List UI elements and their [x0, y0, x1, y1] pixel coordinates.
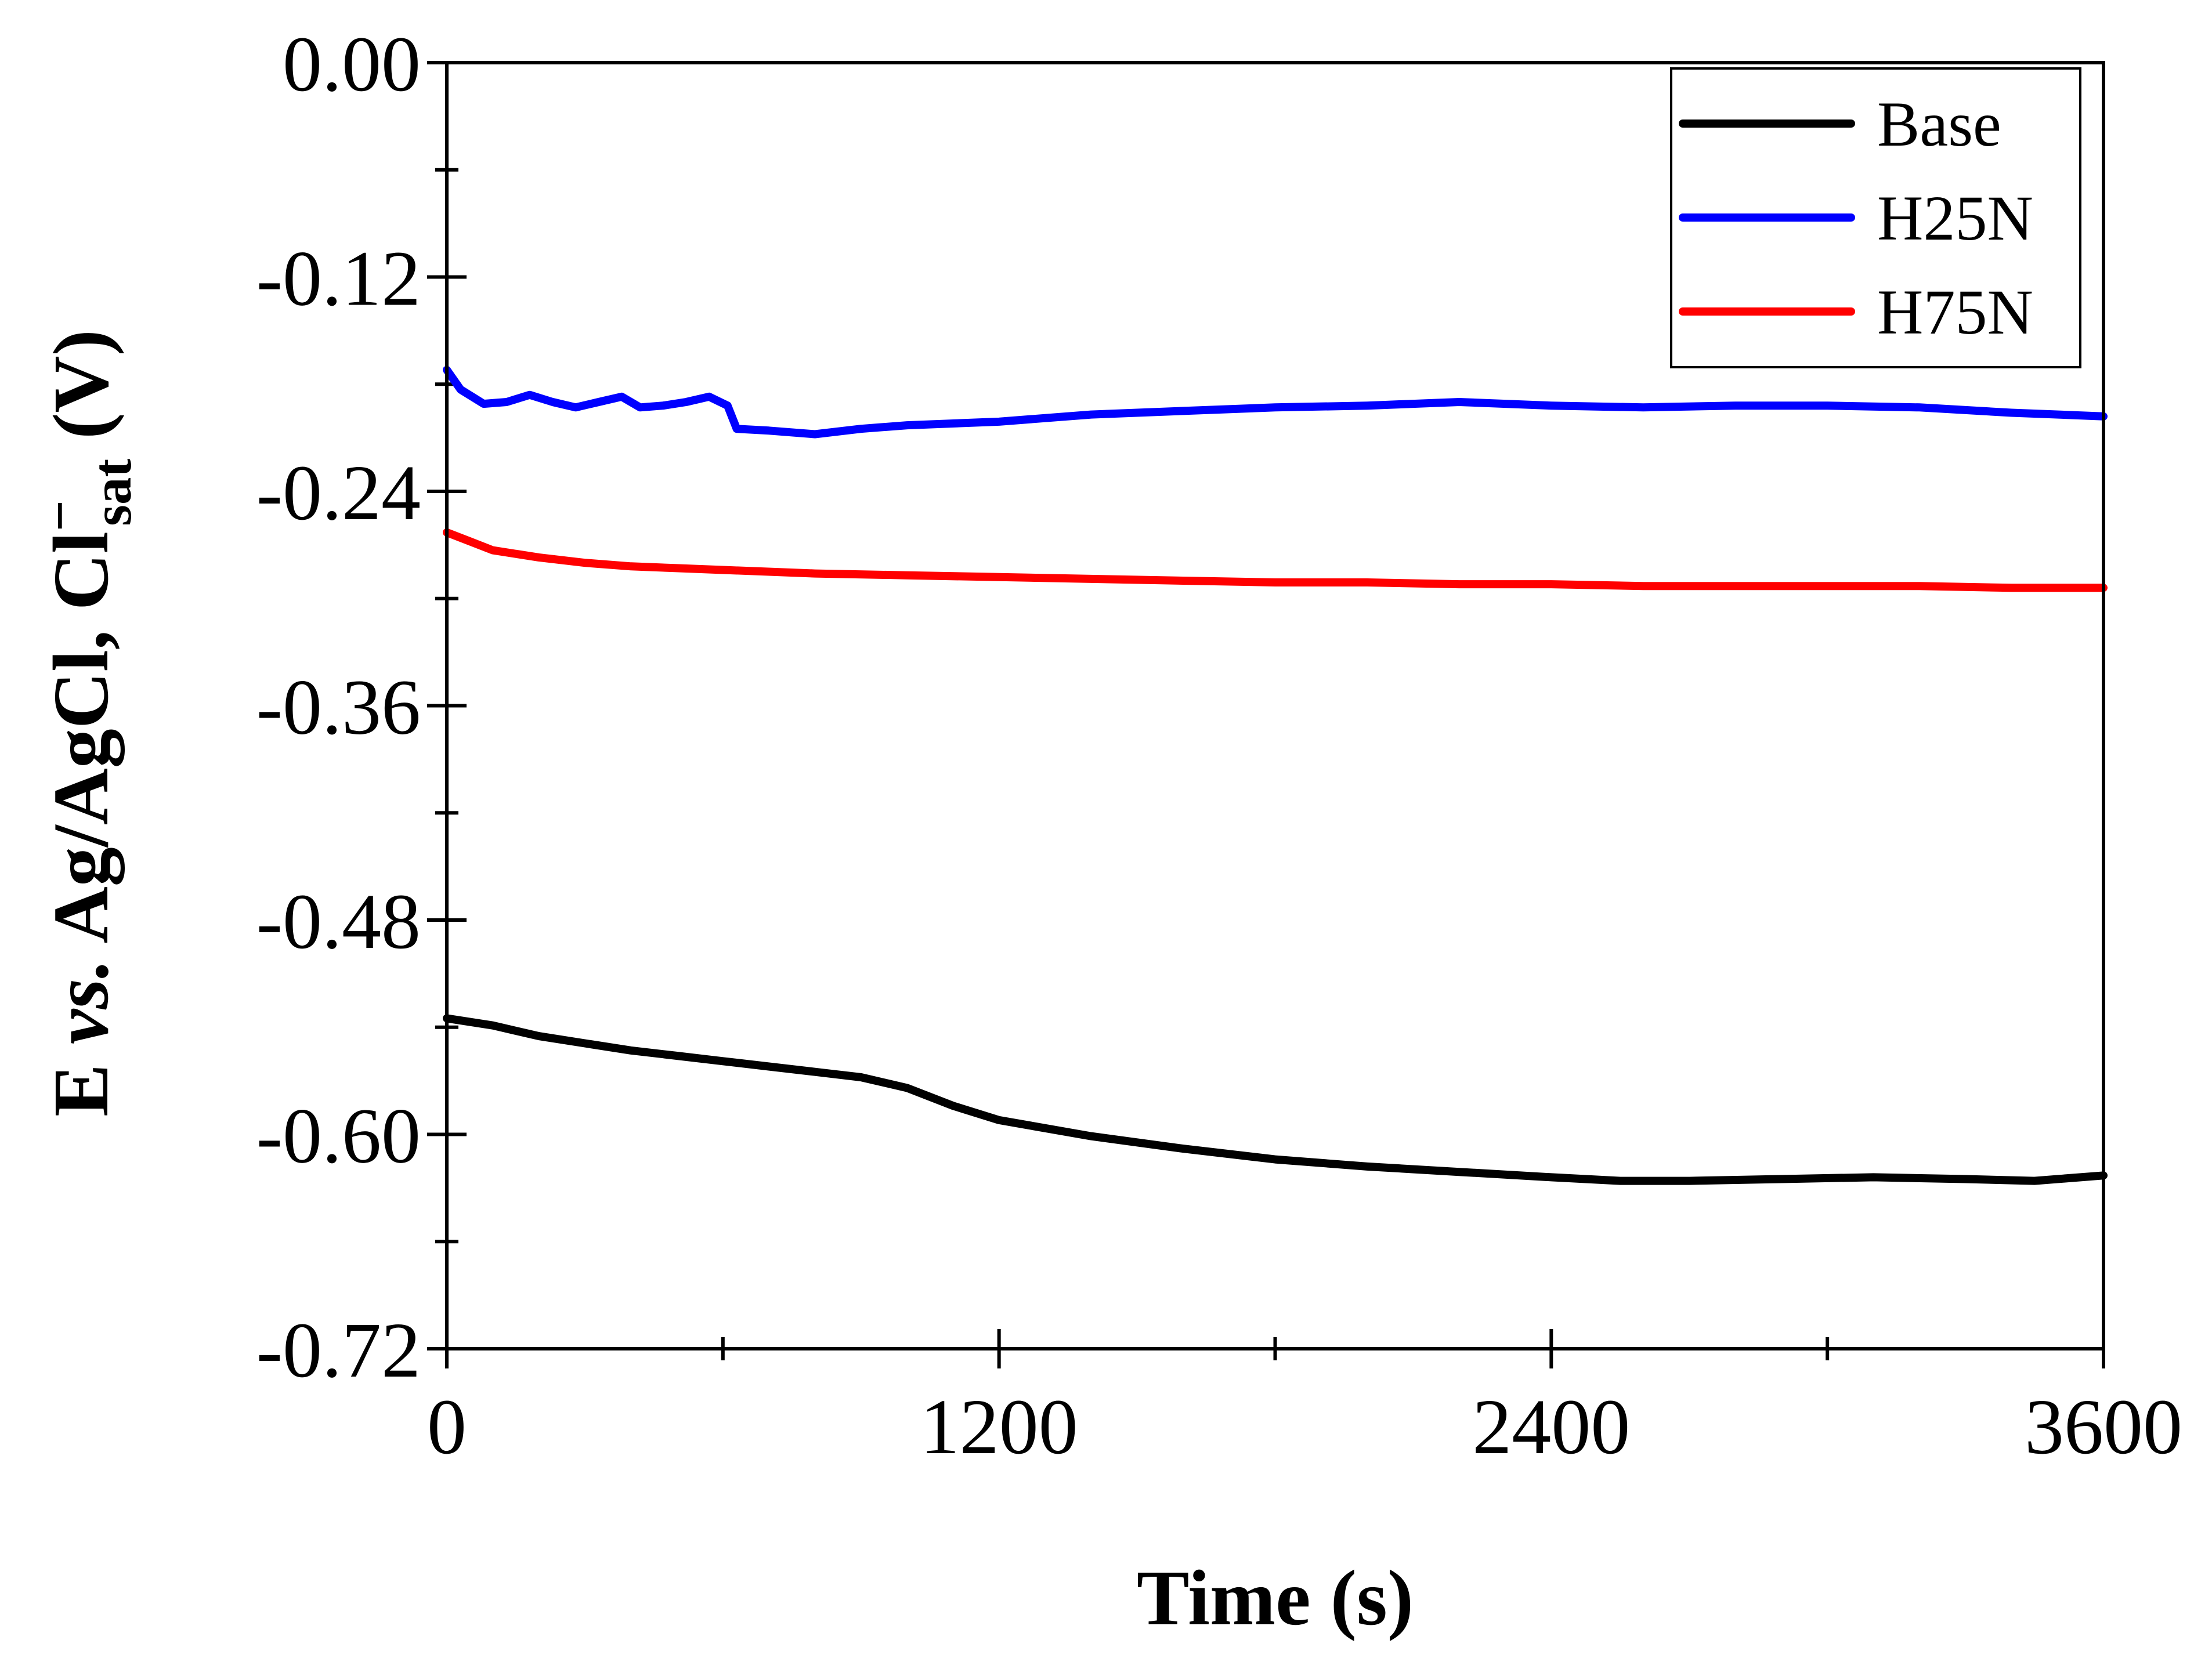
x-tick-label: 1200	[920, 1384, 1078, 1471]
y-axis-label-main: E	[38, 1044, 125, 1117]
y-axis-label-superscript: −	[29, 500, 91, 531]
y-tick-label: 0.00	[283, 21, 421, 108]
legend: Base H25N H75N	[1670, 67, 2081, 368]
series-layer	[443, 365, 2108, 1185]
y-tick-label: -0.72	[256, 1307, 421, 1394]
y-axis-label: E vs. Ag/AgCl, Cl−sat (V)	[29, 329, 143, 1117]
y-axis-label-subscript: sat	[81, 459, 143, 526]
series-line-base	[443, 1014, 2108, 1185]
y-tick-label: -0.60	[256, 1093, 421, 1180]
y-tick-label: -0.24	[256, 450, 421, 537]
x-tick-label: 2400	[1472, 1384, 1630, 1471]
legend-label-h25n: H25N	[1877, 183, 2033, 254]
y-tick-label: -0.48	[256, 878, 421, 965]
y-tick-label: -0.12	[256, 236, 421, 323]
legend-label-base: Base	[1877, 89, 2001, 160]
y-axis-label-rest: Ag/AgCl, Cl	[38, 531, 125, 959]
y-tick-labels: 0.00 -0.12 -0.24 -0.36 -0.48 -0.60 -0.72	[256, 21, 421, 1394]
x-tick-label: 3600	[2025, 1384, 2182, 1471]
x-tick-label: 0	[427, 1384, 467, 1471]
y-axis-label-italic: vs.	[38, 959, 125, 1044]
series-line-h75n	[443, 528, 2108, 592]
y-axis-label-unit: (V)	[38, 329, 125, 459]
series-line-h25n	[443, 365, 2108, 439]
y-tick-label: -0.36	[256, 664, 421, 751]
x-tick-labels: 0 1200 2400 3600	[427, 1384, 2182, 1471]
legend-label-h75n: H75N	[1877, 277, 2033, 347]
x-axis-label: Time (s)	[1137, 1555, 1414, 1642]
plot-frame	[445, 61, 2105, 1350]
